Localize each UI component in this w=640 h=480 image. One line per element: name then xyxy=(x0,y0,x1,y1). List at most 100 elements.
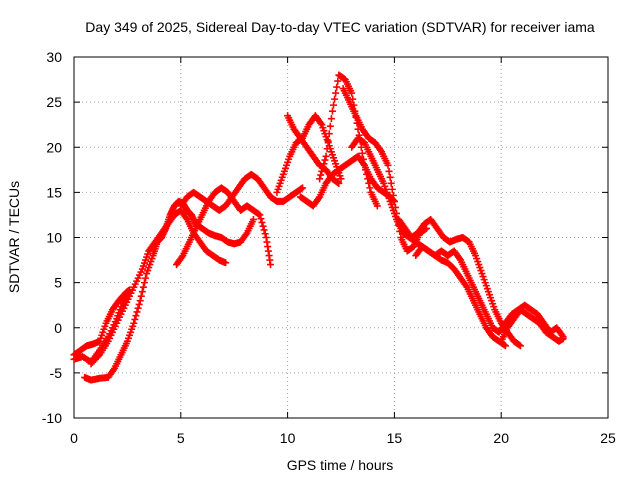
data-point xyxy=(142,274,150,282)
data-point xyxy=(559,335,567,343)
data-point xyxy=(326,122,334,130)
axis-ticks xyxy=(73,56,609,419)
data-point xyxy=(132,312,140,320)
data-point xyxy=(365,179,373,187)
data-point xyxy=(330,101,338,109)
grid-lines xyxy=(74,57,608,418)
data-point xyxy=(182,214,190,222)
data-point xyxy=(267,261,275,269)
data-point xyxy=(358,149,366,157)
data-point xyxy=(516,342,524,350)
data-point xyxy=(387,179,395,187)
data-point xyxy=(320,160,328,168)
data-point xyxy=(501,342,509,350)
data-point xyxy=(260,226,268,234)
data-point xyxy=(319,164,327,172)
x-tick-label: 15 xyxy=(387,430,403,446)
chart-title: Day 349 of 2025, Sidereal Day-to-day VTE… xyxy=(85,19,595,35)
data-point xyxy=(123,288,131,296)
data-point xyxy=(333,83,341,91)
y-tick-label: 15 xyxy=(46,184,62,200)
series-track-13 xyxy=(395,215,524,350)
data-point xyxy=(131,315,139,323)
series-track-6 xyxy=(177,170,307,214)
data-point xyxy=(331,95,339,103)
data-point xyxy=(110,366,118,374)
data-point xyxy=(359,155,367,163)
data-point xyxy=(317,119,325,127)
data-point xyxy=(178,253,186,261)
y-axis-label: SDTVAR / TECUs xyxy=(6,181,22,293)
x-tick-label: 10 xyxy=(280,430,296,446)
y-tick-label: -10 xyxy=(42,410,62,426)
data-point xyxy=(360,161,368,169)
data-point xyxy=(322,152,330,160)
x-tick-label: 0 xyxy=(70,430,78,446)
data-point xyxy=(348,89,356,97)
series-track-5 xyxy=(173,184,275,269)
data-point xyxy=(256,211,264,219)
data-point xyxy=(384,161,392,169)
data-point xyxy=(316,175,324,183)
data-point xyxy=(94,352,102,360)
x-tick-labels: 0 5 10 15 20 25 xyxy=(70,430,616,446)
data-point xyxy=(325,130,333,138)
data-point xyxy=(364,175,372,183)
data-point xyxy=(386,173,394,181)
data-point xyxy=(135,300,143,308)
series-track-15 xyxy=(497,306,567,345)
data-point xyxy=(133,308,141,316)
data-point xyxy=(134,304,142,312)
y-tick-label: 0 xyxy=(54,320,62,336)
y-tick-labels: -10 -5 0 5 10 15 20 25 30 xyxy=(42,49,62,426)
x-axis-label: GPS time / hours xyxy=(287,457,394,473)
data-point xyxy=(334,77,342,85)
y-tick-label: 10 xyxy=(46,230,62,246)
data-point xyxy=(335,179,343,187)
data-point xyxy=(324,137,332,145)
x-tick-label: 5 xyxy=(177,430,185,446)
data-marks xyxy=(70,71,567,384)
data-point xyxy=(222,259,230,267)
data-point xyxy=(328,107,336,115)
data-point xyxy=(136,297,144,305)
data-point xyxy=(259,222,267,230)
data-point xyxy=(257,215,265,223)
data-point xyxy=(258,218,266,226)
y-tick-label: 25 xyxy=(46,94,62,110)
data-point xyxy=(373,202,381,210)
data-point xyxy=(362,166,370,174)
data-point xyxy=(317,171,325,179)
data-point xyxy=(138,288,146,296)
data-point xyxy=(462,282,470,290)
y-tick-label: 30 xyxy=(46,49,62,65)
data-point xyxy=(377,146,385,154)
data-point xyxy=(388,185,396,193)
series-track-4 xyxy=(87,206,230,368)
data-point xyxy=(139,283,147,291)
data-point xyxy=(327,115,335,123)
data-point xyxy=(332,89,340,97)
y-tick-label: 20 xyxy=(46,139,62,155)
data-point xyxy=(315,194,323,202)
data-point xyxy=(337,175,345,183)
data-point xyxy=(261,230,269,238)
data-point xyxy=(366,184,374,192)
data-point xyxy=(385,167,393,175)
data-point xyxy=(318,167,326,175)
y-tick-label: 5 xyxy=(54,275,62,291)
series-track-3 xyxy=(81,197,257,384)
x-tick-label: 25 xyxy=(600,430,616,446)
y-tick-label: -5 xyxy=(50,365,63,381)
data-point xyxy=(140,279,148,287)
series-track-11 xyxy=(339,85,430,255)
x-tick-label: 20 xyxy=(493,430,509,446)
data-point xyxy=(456,255,464,263)
data-point xyxy=(130,319,138,327)
data-point xyxy=(249,215,257,223)
data-point xyxy=(242,230,250,238)
data-point xyxy=(321,156,329,164)
data-point xyxy=(323,145,331,153)
data-point xyxy=(137,292,145,300)
